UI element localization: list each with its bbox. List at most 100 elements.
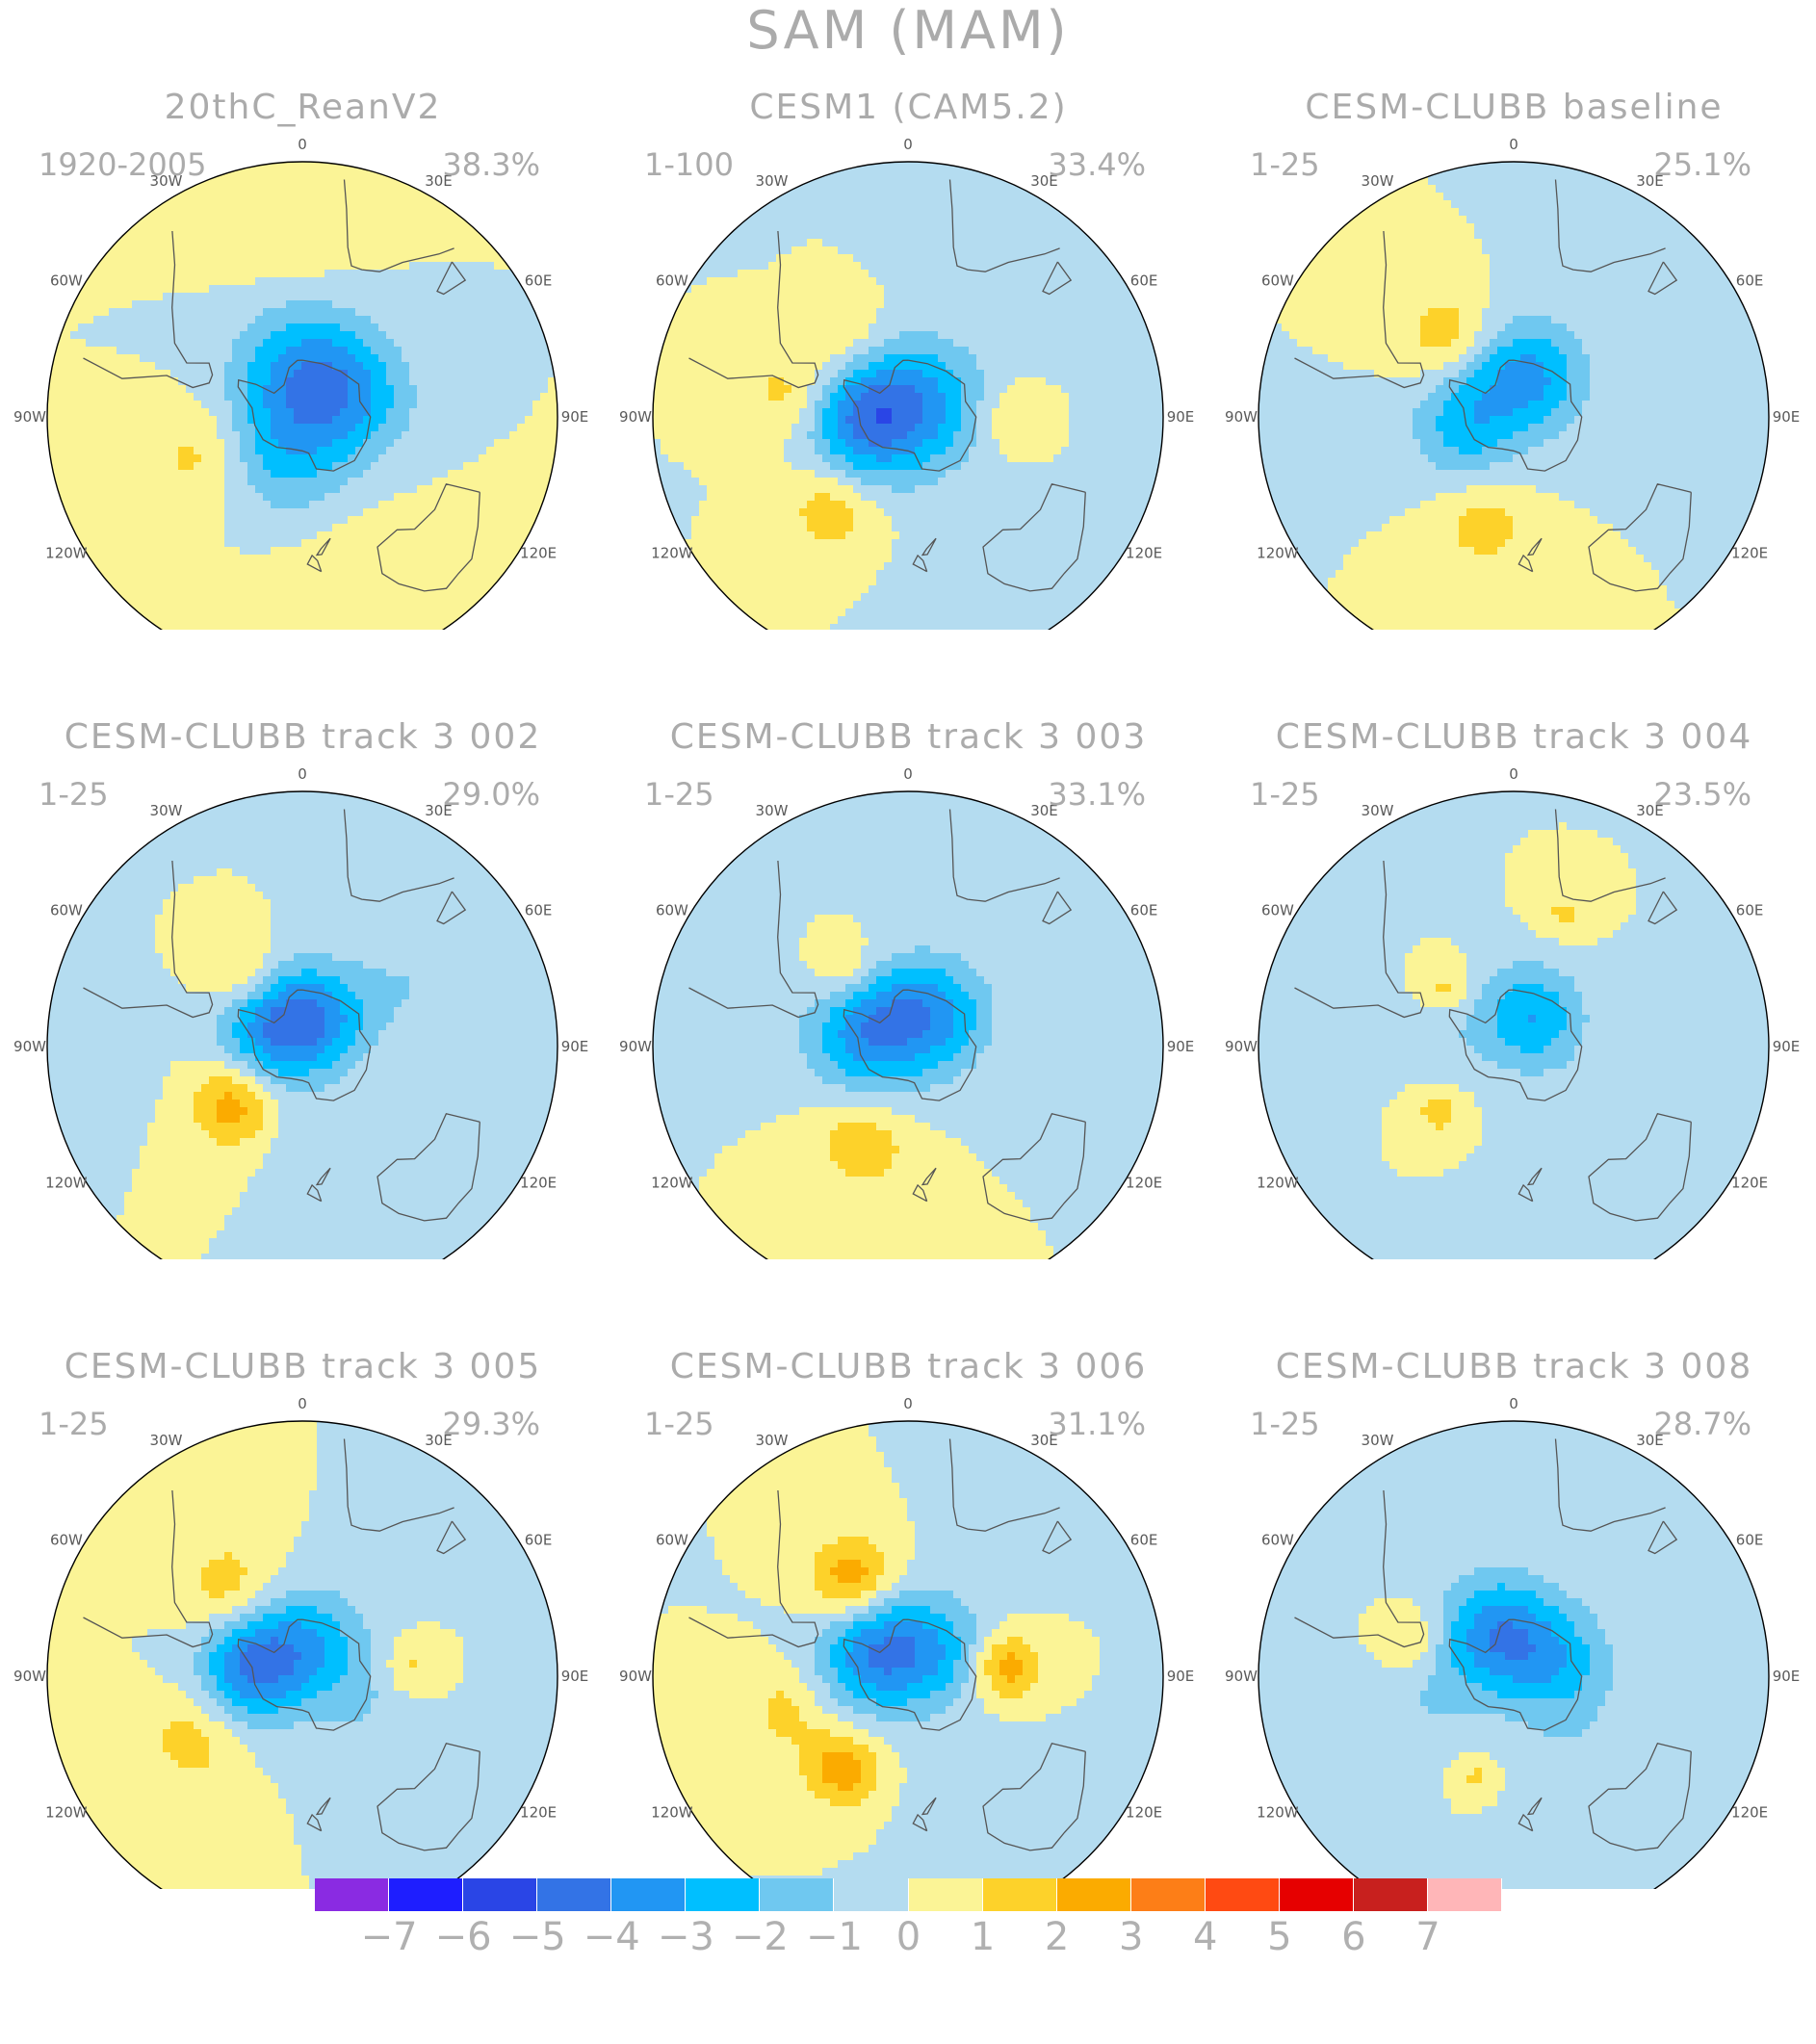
colorbar-box — [686, 1878, 761, 1911]
panel-years: 1-25 — [39, 777, 109, 812]
longitude-label: 60E — [525, 902, 553, 919]
longitude-label: 90W — [13, 1668, 46, 1685]
coastline — [1554, 179, 1666, 272]
coastline — [1588, 1112, 1692, 1222]
coastline — [315, 1797, 331, 1816]
coastline — [1554, 1438, 1666, 1532]
colorbar — [315, 1878, 1502, 1911]
colorbar-tick-label: 2 — [1045, 1914, 1069, 1960]
longitude-label: 60E — [1130, 902, 1158, 919]
coastline — [921, 1167, 937, 1186]
panel-years: 1-25 — [39, 1407, 109, 1441]
coastlines — [688, 179, 1086, 592]
longitude-label: 30E — [1636, 1432, 1664, 1449]
coastline — [376, 1742, 480, 1851]
polar-map: 030E60E90E120E150E180150W120W90W60W30W — [13, 1395, 589, 1889]
coastline — [1647, 261, 1678, 296]
polar-map: 030E60E90E120E150E180150W120W90W60W30W — [1225, 765, 1800, 1259]
panel-title: CESM-CLUBB track 3 002 — [0, 718, 606, 757]
panel-years: 1-25 — [1250, 147, 1320, 182]
map-border — [652, 1420, 1164, 1889]
polar-map: 030E60E90E120E150E180150W120W90W60W30W — [13, 765, 589, 1259]
longitude-label: 0 — [903, 1395, 913, 1412]
map-panel: 030E60E90E120E150E180150W120W90W60W30WCE… — [606, 1259, 1211, 1889]
longitude-label: 120W — [45, 1175, 88, 1192]
field-shading — [47, 162, 558, 630]
map-border — [652, 790, 1164, 1259]
longitude-label: 90E — [561, 1038, 589, 1055]
longitude-label: 120W — [1257, 545, 1299, 562]
coastline — [436, 261, 467, 296]
map-border — [652, 161, 1164, 630]
panel-variance: 38.3% — [442, 147, 540, 182]
coastline — [436, 891, 467, 925]
longitude-label: 90E — [1167, 1038, 1195, 1055]
coastline — [1518, 1813, 1534, 1832]
longitude-label: 60W — [656, 902, 688, 919]
colorbar-tick-label: 4 — [1193, 1914, 1217, 1960]
colorbar-tick-label: 6 — [1341, 1914, 1365, 1960]
panel-variance: 23.5% — [1653, 777, 1751, 812]
longitude-label: 30W — [1362, 172, 1394, 190]
coastline — [315, 1167, 331, 1186]
coastline — [843, 989, 977, 1101]
coastline — [1647, 1520, 1678, 1555]
coastline — [912, 1183, 928, 1203]
longitude-label: 90W — [619, 1038, 652, 1055]
colorbar-box — [1130, 1878, 1206, 1911]
colorbar-box — [982, 1878, 1057, 1911]
longitude-label: 90E — [561, 1668, 589, 1685]
coastline — [237, 989, 372, 1101]
longitude-label: 120W — [45, 545, 88, 562]
colorbar-box — [611, 1878, 687, 1911]
coastline — [843, 1618, 977, 1731]
map-panel: 030E60E90E120E150E180150W120W90W60W30WCE… — [1211, 630, 1816, 1259]
panel-title: CESM-CLUBB baseline — [1211, 89, 1816, 127]
longitude-label: 120W — [45, 1804, 88, 1822]
field-shading — [1258, 791, 1769, 1259]
coastline — [921, 537, 937, 556]
panel-years: 1920-2005 — [39, 147, 206, 182]
coastline — [1554, 809, 1666, 902]
colorbar-tick-label: −5 — [509, 1914, 566, 1960]
coastline — [1518, 554, 1534, 573]
coastline — [688, 230, 819, 389]
longitude-label: 120W — [651, 1175, 693, 1192]
colorbar-tick-label: −1 — [806, 1914, 863, 1960]
longitude-label: 30E — [1030, 172, 1058, 190]
field-shading — [47, 1421, 558, 1889]
longitude-label: 30E — [425, 802, 453, 819]
map-panel: 030E60E90E120E150E180150W120W90W60W30WCE… — [606, 630, 1211, 1259]
coastline — [1294, 230, 1425, 389]
longitude-label: 0 — [903, 765, 913, 783]
longitude-label: 60W — [1261, 1532, 1294, 1549]
longitude-label: 60E — [1736, 272, 1764, 290]
panel-title: CESM-CLUBB track 3 006 — [606, 1348, 1211, 1386]
colorbar-box — [908, 1878, 983, 1911]
colorbar-tick-label: −6 — [435, 1914, 492, 1960]
colorbar-box — [463, 1878, 538, 1911]
map-border — [1258, 1420, 1770, 1889]
coastline — [376, 482, 480, 592]
longitude-label: 30E — [1030, 1432, 1058, 1449]
longitude-label: 120E — [1126, 1804, 1162, 1822]
longitude-label: 120W — [1257, 1175, 1299, 1192]
colorbar-box — [315, 1878, 390, 1911]
coastline — [1294, 860, 1425, 1019]
longitude-label: 60E — [1736, 1532, 1764, 1549]
polar-map: 030E60E90E120E150E180150W120W90W60W30W — [619, 1395, 1194, 1889]
panel-variance: 33.1% — [1048, 777, 1146, 812]
longitude-label: 0 — [298, 765, 307, 783]
longitude-label: 0 — [298, 1395, 307, 1412]
coastline — [1042, 261, 1073, 296]
map-panel: 030E60E90E120E150E180150W120W90W60W30WCE… — [0, 1259, 606, 1889]
field-shading — [1258, 162, 1769, 630]
panel-years: 1-25 — [1250, 777, 1320, 812]
map-border — [46, 161, 558, 630]
longitude-label: 120E — [1126, 545, 1162, 562]
coastline — [948, 1438, 1060, 1532]
field-shading — [653, 1421, 1163, 1889]
colorbar-tick-label: −3 — [658, 1914, 714, 1960]
colorbar-labels: −7 −6 −5 −4 −3 −2 −1 0 1 2 3 4 5 6 7 — [315, 1914, 1502, 1962]
colorbar-tick-label: 3 — [1119, 1914, 1143, 1960]
